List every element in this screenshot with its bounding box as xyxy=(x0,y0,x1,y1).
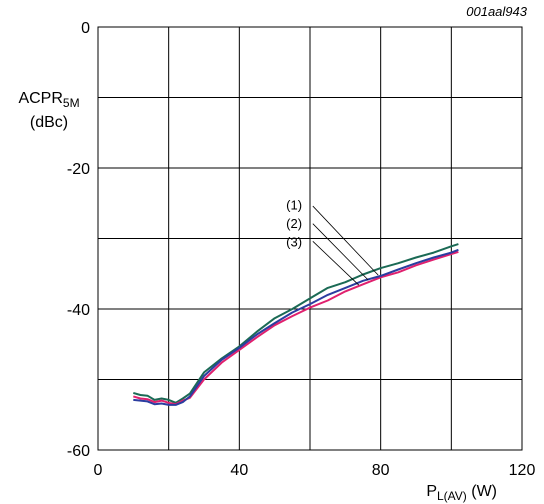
y-axis-unit: (dBc) xyxy=(30,114,68,131)
callout-line-1 xyxy=(312,205,379,276)
y-tick-label: -40 xyxy=(67,302,90,319)
x-tick-label: 80 xyxy=(372,462,390,479)
y-tick-labels: 0 -20 -40 -60 xyxy=(67,20,90,460)
series-line-2 xyxy=(133,250,459,406)
y-tick-label: -20 xyxy=(67,161,90,178)
callout-label-2: (2) xyxy=(286,216,302,231)
x-tick-label: 120 xyxy=(509,462,536,479)
y-axis-label-main: ACPR xyxy=(18,90,62,107)
x-axis-label: PL(AV) (W) xyxy=(426,483,497,503)
series-line-1 xyxy=(133,243,459,404)
series-line-3 xyxy=(133,248,459,406)
figure-id: 001aal943 xyxy=(466,4,527,19)
y-tick-label: 0 xyxy=(81,20,90,37)
callout-label-3: (3) xyxy=(286,234,302,249)
y-axis-label-sub: 5M xyxy=(63,96,80,110)
callouts: (1) (2) (3) xyxy=(286,198,379,286)
plot-frame xyxy=(97,26,523,451)
grid xyxy=(98,27,522,450)
callout-line-3 xyxy=(312,241,360,286)
x-tick-labels: 0 40 80 120 xyxy=(94,462,536,479)
x-axis-label-main: P xyxy=(426,483,437,500)
y-axis-label: ACPR5M xyxy=(18,90,79,110)
y-tick-label: -60 xyxy=(67,443,90,460)
x-tick-label: 40 xyxy=(230,462,248,479)
x-tick-label: 0 xyxy=(94,462,103,479)
callout-line-2 xyxy=(312,223,369,281)
x-axis-label-sub: L(AV) xyxy=(437,489,467,503)
x-axis-label-unit: (W) xyxy=(467,483,497,500)
series-lines xyxy=(133,243,459,406)
callout-label-1: (1) xyxy=(286,198,302,213)
